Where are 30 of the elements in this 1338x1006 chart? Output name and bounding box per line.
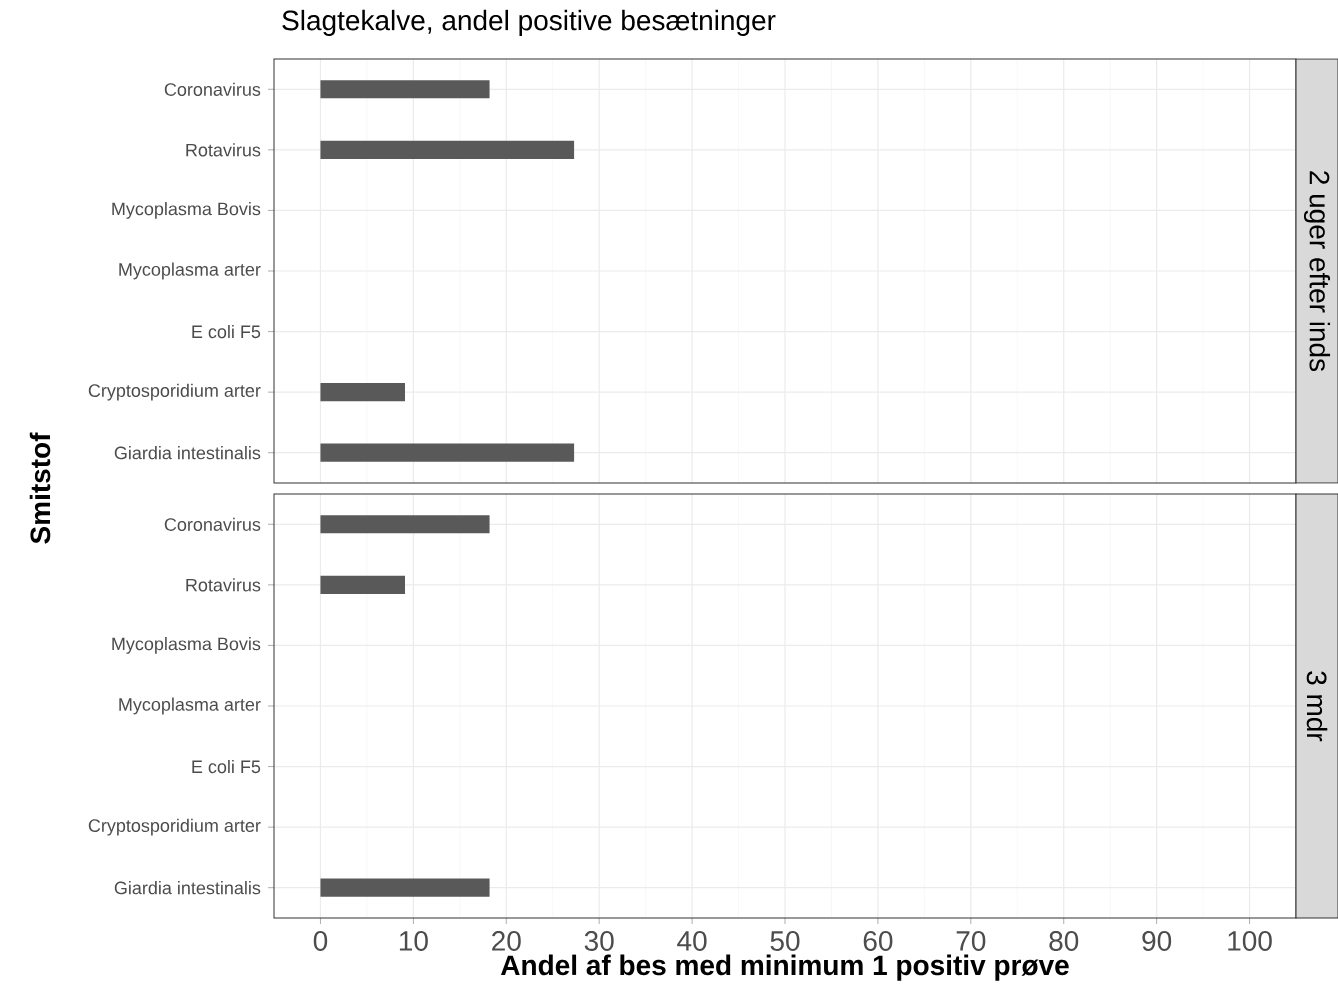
x-tick-label: 90 [1142, 931, 1172, 951]
y-tick-label: Mycoplasma Bovis [112, 637, 261, 654]
y-tick-label: Rotavirus [186, 143, 261, 157]
x-tick-label: 10 [399, 931, 428, 951]
x-tick-label: 40 [677, 931, 707, 951]
y-tick-label: Mycoplasma arter [119, 262, 261, 280]
y-tick-label: Rotavirus [186, 578, 261, 592]
x-axis-title: Andel af bes med minimum 1 positiv prøve [500, 954, 1069, 981]
x-tick-label: 100 [1228, 931, 1272, 951]
y-tick-label: Giardia intestinalis [114, 446, 261, 460]
y-axis-title: Smitstof [29, 432, 51, 544]
y-tick-label: Cryptosporidium arter [88, 818, 261, 836]
y-tick-label: Mycoplasma arter [119, 697, 261, 715]
x-tick-label: 80 [1049, 931, 1079, 951]
y-tick-label: Giardia intestinalis [114, 881, 261, 895]
x-tick-label: 70 [956, 931, 986, 951]
chart-title: Slagtekalve, andel positive besætninger [282, 9, 776, 36]
y-tick-label: E coli F5 [192, 324, 261, 339]
x-tick-label: 60 [863, 931, 893, 951]
y2-axis-title: 2 uger efter inds [1303, 171, 1331, 372]
y-tick-label: E coli F5 [192, 759, 261, 774]
y-tick-label: Cryptosporidium arter [88, 383, 261, 401]
x-tick-label: 20 [492, 931, 521, 951]
y2-axis-title: 3 mdr [1306, 671, 1328, 742]
y-tick-label: Mycoplasma Bovis [112, 202, 261, 219]
x-tick-label: 0 [313, 931, 328, 951]
y-tick-label: Coronavirus [164, 82, 261, 96]
x-tick-label: 30 [584, 931, 614, 951]
x-tick-label: 50 [770, 931, 800, 951]
y-tick-label: Coronavirus [164, 517, 261, 531]
